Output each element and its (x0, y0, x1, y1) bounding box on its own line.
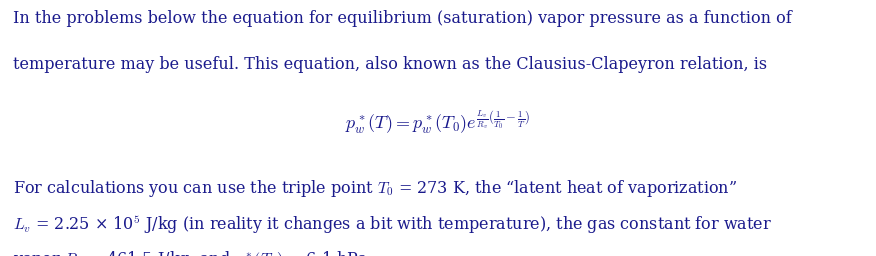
Text: $L_v$ = 2.25 × 10$^5$ J/kg (in reality it changes a bit with temperature), the g: $L_v$ = 2.25 × 10$^5$ J/kg (in reality i… (13, 214, 772, 236)
Text: $p_w^*(T) = p_w^*(T_0)e^{\frac{L_v}{R_v}(\frac{1}{T_0}-\frac{1}{T})}$: $p_w^*(T) = p_w^*(T_0)e^{\frac{L_v}{R_v}… (345, 109, 531, 136)
Text: In the problems below the equation for equilibrium (saturation) vapor pressure a: In the problems below the equation for e… (13, 10, 792, 27)
Text: For calculations you can use the triple point $T_0$ = 273 K, the “latent heat of: For calculations you can use the triple … (13, 178, 738, 199)
Text: temperature may be useful. This equation, also known as the Clausius-Clapeyron r: temperature may be useful. This equation… (13, 56, 767, 73)
Text: vapor $R_v$ = 461.5 J/kg, and $p_w^*(T_0)$ = 6.1 hPa.: vapor $R_v$ = 461.5 J/kg, and $p_w^*(T_0… (13, 250, 372, 256)
